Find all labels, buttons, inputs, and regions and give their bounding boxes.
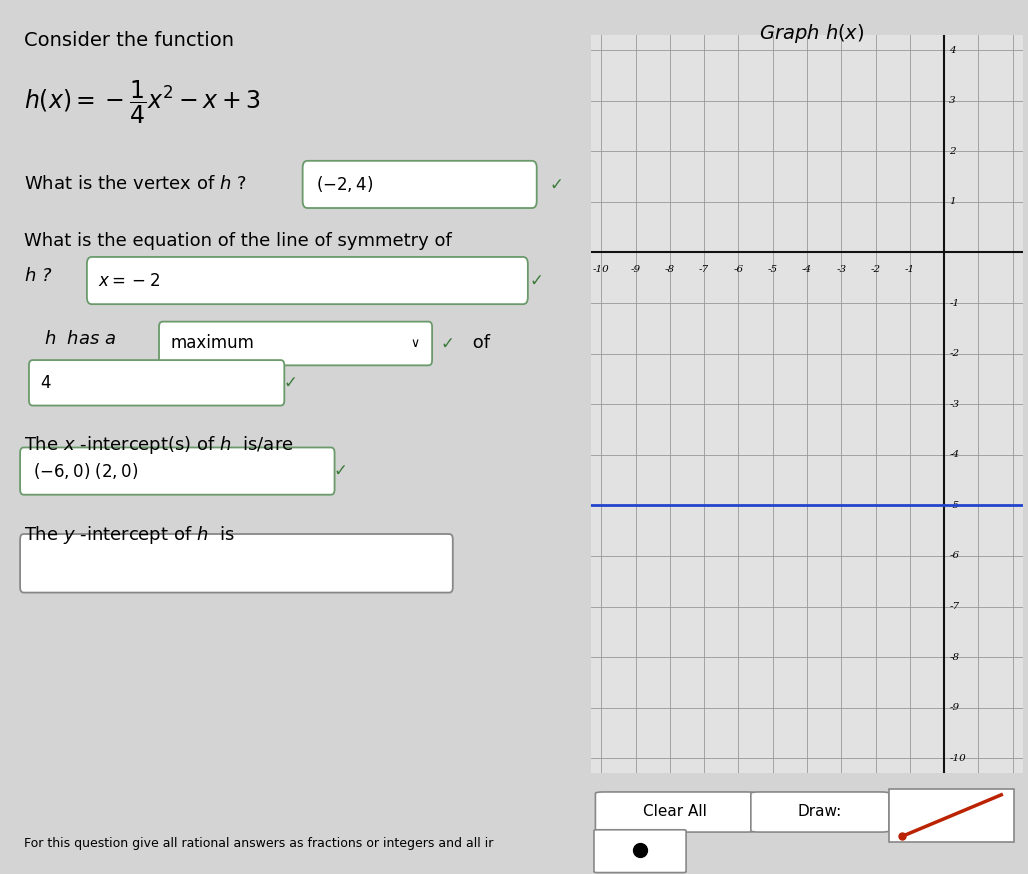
Text: 4: 4 — [40, 374, 50, 392]
Text: ✓: ✓ — [440, 335, 454, 352]
Text: 2: 2 — [949, 147, 956, 156]
Text: -5: -5 — [949, 501, 959, 510]
Text: -2: -2 — [871, 265, 881, 274]
FancyBboxPatch shape — [595, 792, 756, 832]
Text: ✓: ✓ — [529, 272, 543, 289]
Text: $x = -2$: $x = -2$ — [98, 272, 159, 289]
Text: ✓: ✓ — [284, 374, 297, 392]
Text: -7: -7 — [949, 602, 959, 611]
Text: Consider the function: Consider the function — [24, 31, 233, 50]
Text: -5: -5 — [768, 265, 778, 274]
Text: $(-2, 4)$: $(-2, 4)$ — [317, 175, 373, 194]
Text: Draw:: Draw: — [798, 804, 842, 819]
Text: What is the equation of the line of symmetry of: What is the equation of the line of symm… — [24, 232, 451, 250]
Text: -9: -9 — [630, 265, 640, 274]
FancyBboxPatch shape — [21, 534, 452, 593]
Text: $h$  has a: $h$ has a — [44, 330, 116, 349]
Text: 3: 3 — [949, 96, 956, 105]
Text: -3: -3 — [836, 265, 846, 274]
FancyBboxPatch shape — [29, 360, 285, 406]
Text: Graph $h(x)$: Graph $h(x)$ — [760, 22, 865, 45]
Text: $h(x) = -\dfrac{1}{4}x^2 - x + 3$: $h(x) = -\dfrac{1}{4}x^2 - x + 3$ — [24, 79, 260, 126]
Text: -4: -4 — [949, 450, 959, 460]
Text: ✓: ✓ — [550, 176, 563, 193]
Text: -7: -7 — [699, 265, 709, 274]
Text: -9: -9 — [949, 704, 959, 712]
Text: $(-6,0)$ $(2,0)$: $(-6,0)$ $(2,0)$ — [33, 461, 138, 481]
Text: -2: -2 — [949, 349, 959, 358]
Text: -3: -3 — [949, 399, 959, 409]
FancyBboxPatch shape — [889, 789, 1015, 843]
Text: -1: -1 — [949, 299, 959, 308]
Text: 1: 1 — [949, 198, 956, 206]
Text: The $y$ -intercept of $h$  is: The $y$ -intercept of $h$ is — [24, 524, 234, 546]
Text: maximum: maximum — [171, 335, 254, 352]
FancyBboxPatch shape — [302, 161, 537, 208]
Text: -8: -8 — [949, 653, 959, 662]
FancyBboxPatch shape — [87, 257, 527, 304]
Text: ∨: ∨ — [411, 337, 420, 350]
FancyBboxPatch shape — [159, 322, 432, 365]
Text: ✓: ✓ — [334, 462, 347, 480]
Text: Clear All: Clear All — [644, 804, 707, 819]
Text: -6: -6 — [733, 265, 743, 274]
FancyBboxPatch shape — [594, 829, 686, 872]
FancyBboxPatch shape — [21, 447, 334, 495]
Text: What is the vertex of $h$ ?: What is the vertex of $h$ ? — [24, 175, 246, 193]
Text: -6: -6 — [949, 551, 959, 560]
Text: -8: -8 — [665, 265, 675, 274]
Text: For this question give all rational answers as fractions or integers and all ir: For this question give all rational answ… — [24, 837, 493, 850]
Text: $h$ ?: $h$ ? — [24, 267, 52, 285]
Text: 4: 4 — [949, 45, 956, 55]
Text: -10: -10 — [949, 753, 966, 763]
Text: -1: -1 — [905, 265, 915, 274]
Text: -4: -4 — [802, 265, 812, 274]
Text: -10: -10 — [593, 265, 610, 274]
FancyBboxPatch shape — [750, 792, 889, 832]
Text: The $x$ -intercept(s) of $h$  is/are: The $x$ -intercept(s) of $h$ is/are — [24, 434, 293, 456]
Text: of: of — [467, 335, 490, 352]
